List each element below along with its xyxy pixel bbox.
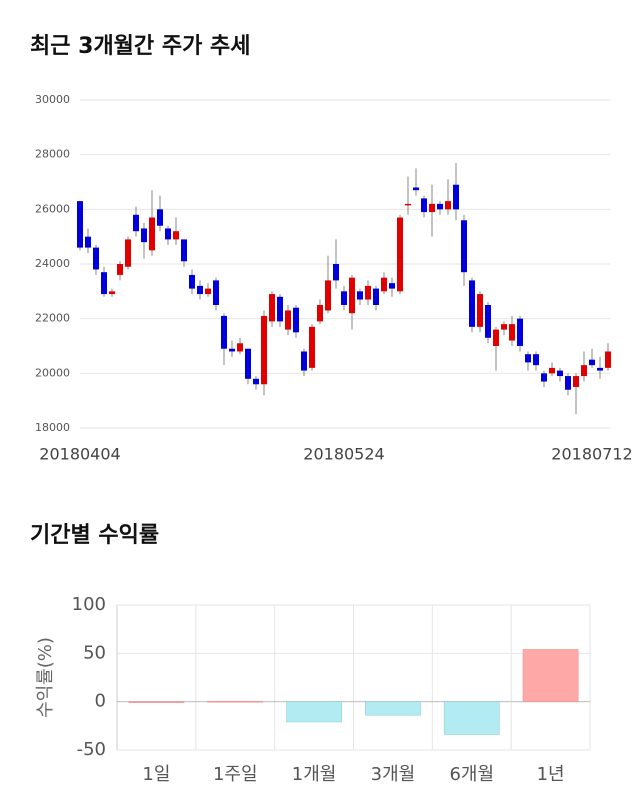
candle-body xyxy=(109,291,115,295)
x-tick-label: 1년 xyxy=(537,764,565,785)
candle-body xyxy=(245,348,251,379)
candle-body xyxy=(213,280,219,305)
candle-body xyxy=(461,220,467,273)
y-tick-label: 30000 xyxy=(35,93,70,106)
candle-body xyxy=(269,294,275,322)
candle-body xyxy=(517,318,523,346)
candle-body xyxy=(485,305,491,338)
candle-body xyxy=(349,277,355,314)
candle-body xyxy=(197,285,203,295)
candle-body xyxy=(469,280,475,327)
candle-body xyxy=(597,367,603,371)
candle-body xyxy=(589,359,595,366)
candle-body xyxy=(549,367,555,374)
x-tick-label: 6개월 xyxy=(449,764,494,785)
y-axis-label: 수익률(%) xyxy=(35,637,56,718)
candle-body xyxy=(413,187,419,191)
candle-body xyxy=(261,315,267,385)
y-tick-label: 20000 xyxy=(35,366,70,379)
candle-body xyxy=(565,376,571,390)
candle-body xyxy=(237,343,243,352)
candle-body xyxy=(205,288,211,295)
candle-body xyxy=(77,201,83,248)
x-tick-label: 20180404 xyxy=(39,445,120,464)
candle-body xyxy=(573,376,579,387)
candle-body xyxy=(357,291,363,300)
candle-body xyxy=(525,354,531,363)
candle-body xyxy=(189,274,195,289)
candle-body xyxy=(405,203,411,206)
chart-title: 최근 3개월간 주가 추세 xyxy=(30,34,250,59)
x-tick-label: 3개월 xyxy=(371,764,416,785)
bar xyxy=(365,701,421,716)
candle-body xyxy=(557,370,563,377)
candle-body xyxy=(93,247,99,270)
candle-body xyxy=(133,214,139,232)
x-tick-label: 20180524 xyxy=(303,445,384,464)
candle-body xyxy=(477,294,483,327)
x-tick-label: 20180712 xyxy=(551,445,632,464)
candle-body xyxy=(533,354,539,366)
candle-body xyxy=(437,203,443,210)
candle-body xyxy=(389,283,395,289)
candle-body xyxy=(429,203,435,213)
bar xyxy=(286,701,342,723)
chart-title: 기간별 수익률 xyxy=(30,523,159,548)
candle-body xyxy=(253,378,259,385)
candle-body xyxy=(397,217,403,292)
bar xyxy=(207,700,264,703)
candle-body xyxy=(277,296,283,322)
y-tick-label: 28000 xyxy=(35,148,70,161)
candle-body xyxy=(101,272,107,295)
y-tick-label: 0 xyxy=(95,691,106,712)
candle-body xyxy=(285,310,291,330)
candle-body xyxy=(341,291,347,305)
candle-body xyxy=(373,288,379,305)
candle-body xyxy=(301,351,307,371)
bar xyxy=(522,649,579,702)
candle-body xyxy=(333,264,339,281)
candle-body xyxy=(445,201,451,210)
candle-body xyxy=(309,326,315,368)
candle-body xyxy=(421,198,427,213)
y-tick-label: 50 xyxy=(83,642,106,663)
candle-body xyxy=(125,239,131,267)
candle-body xyxy=(85,236,91,248)
y-tick-label: 24000 xyxy=(35,257,70,270)
y-tick-label: 26000 xyxy=(35,202,70,215)
candle-body xyxy=(149,217,155,251)
candle-body xyxy=(365,285,371,300)
candle-body xyxy=(293,307,299,333)
candle-body xyxy=(181,239,187,262)
candle-body xyxy=(221,315,227,349)
candle-body xyxy=(317,305,323,322)
x-tick-label: 1개월 xyxy=(292,764,337,785)
candle-body xyxy=(381,277,387,292)
candle-body xyxy=(453,184,459,210)
candle-body xyxy=(605,351,611,368)
x-tick-label: 1일 xyxy=(142,764,170,785)
bar xyxy=(443,701,500,735)
candle-body xyxy=(581,365,587,377)
candle-body xyxy=(325,280,331,311)
candle-body xyxy=(117,264,123,275)
candle-body xyxy=(541,373,547,382)
bar xyxy=(128,701,185,703)
candle-body xyxy=(509,324,515,341)
y-tick-label: 22000 xyxy=(35,312,70,325)
y-tick-label: 100 xyxy=(72,594,106,615)
candle-body xyxy=(173,231,179,240)
candle-body xyxy=(141,228,147,243)
candle-body xyxy=(229,348,235,352)
candle-body xyxy=(157,209,163,226)
candle-body xyxy=(501,324,507,330)
y-tick-label: 18000 xyxy=(35,421,70,434)
y-tick-label: -50 xyxy=(77,739,106,760)
candle-body xyxy=(493,329,499,346)
candle-body xyxy=(165,228,171,240)
x-tick-label: 1주일 xyxy=(213,764,258,785)
